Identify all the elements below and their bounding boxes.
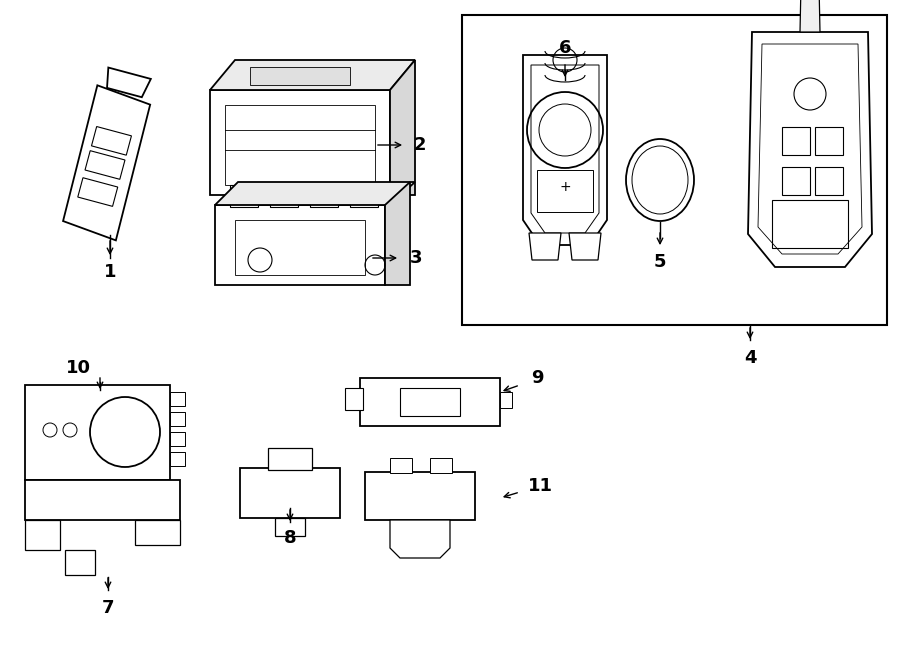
Bar	[537, 170, 593, 212]
Bar	[135, 520, 180, 545]
Bar	[25, 385, 170, 480]
Text: 3: 3	[410, 249, 422, 267]
Circle shape	[43, 423, 57, 437]
Text: 8: 8	[284, 529, 296, 547]
Polygon shape	[107, 68, 151, 97]
Bar	[462, 15, 887, 325]
Bar	[772, 200, 848, 248]
Bar	[782, 127, 810, 155]
Text: 7: 7	[102, 599, 114, 617]
Polygon shape	[385, 182, 410, 285]
Polygon shape	[215, 182, 415, 205]
Bar	[225, 105, 375, 185]
Bar	[345, 388, 363, 410]
Ellipse shape	[626, 139, 694, 221]
Text: 4: 4	[743, 349, 756, 367]
Circle shape	[63, 423, 77, 437]
Bar	[268, 448, 312, 470]
Polygon shape	[63, 85, 150, 240]
Text: 10: 10	[66, 359, 91, 377]
Bar	[170, 412, 185, 426]
Bar	[350, 185, 378, 207]
Bar	[210, 90, 390, 195]
Bar	[170, 432, 185, 446]
Bar	[815, 167, 843, 195]
Bar	[215, 205, 385, 285]
Bar	[500, 392, 512, 408]
Bar	[782, 167, 810, 195]
Bar	[310, 185, 338, 207]
Polygon shape	[569, 233, 601, 260]
Bar	[240, 468, 340, 518]
Bar	[365, 472, 475, 520]
Bar	[25, 480, 180, 520]
Polygon shape	[390, 520, 450, 558]
Bar	[170, 392, 185, 406]
Polygon shape	[529, 233, 561, 260]
Polygon shape	[523, 55, 607, 245]
Text: 9: 9	[531, 369, 544, 387]
Bar	[270, 185, 298, 207]
Polygon shape	[748, 32, 872, 267]
Text: 2: 2	[414, 136, 427, 154]
Text: +: +	[559, 180, 571, 194]
Bar	[235, 220, 365, 275]
Text: 11: 11	[527, 477, 553, 495]
Polygon shape	[390, 60, 415, 195]
Bar	[65, 550, 95, 575]
Bar	[390, 458, 412, 473]
Bar	[275, 518, 305, 536]
Polygon shape	[800, 0, 820, 32]
Bar	[25, 520, 60, 550]
Text: 6: 6	[559, 39, 572, 57]
Polygon shape	[210, 60, 415, 90]
Bar	[815, 127, 843, 155]
Bar	[170, 452, 185, 466]
Text: 1: 1	[104, 263, 116, 281]
Bar	[230, 185, 258, 207]
Bar	[250, 67, 350, 85]
Bar	[400, 388, 460, 416]
Bar	[430, 458, 452, 473]
Text: 5: 5	[653, 253, 666, 271]
Bar	[360, 378, 500, 426]
